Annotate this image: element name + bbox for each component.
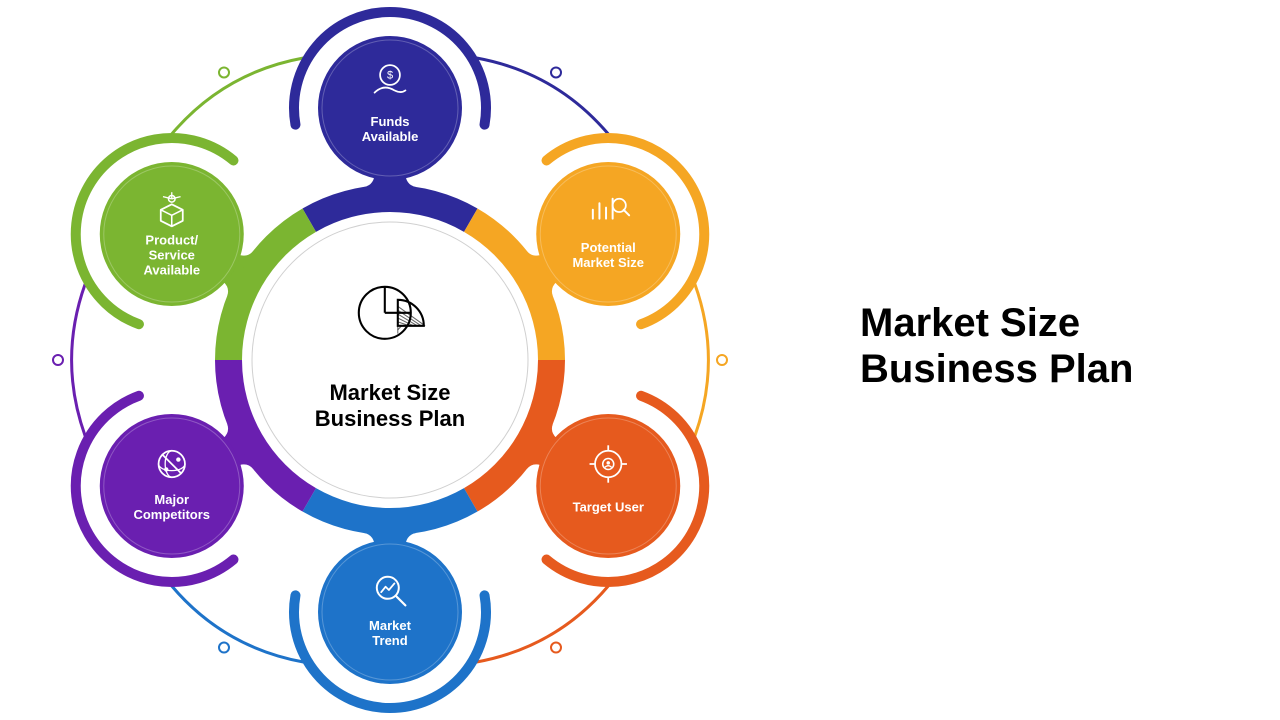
page-title: Market Size Business Plan — [860, 300, 1133, 392]
node-label: Potential — [581, 240, 636, 255]
node-label: Service — [149, 247, 195, 262]
node-label: Target User — [573, 499, 644, 514]
node-label: Product/ — [145, 232, 198, 247]
page-title-line1: Market Size — [860, 300, 1133, 346]
node-label: Available — [143, 262, 200, 277]
center-hub: Market SizeBusiness Plan — [256, 226, 524, 494]
node-circle — [536, 162, 680, 306]
center-label: Market Size — [329, 380, 450, 405]
node-circle — [318, 540, 462, 684]
node-label: Major — [154, 492, 189, 507]
node-product: Product/ServiceAvailable — [76, 138, 244, 324]
svg-text:$: $ — [387, 69, 393, 81]
radial-diagram: $FundsAvailablePotentialMarket SizeTarge… — [30, 0, 750, 720]
center-label: Business Plan — [315, 406, 465, 431]
node-label: Trend — [372, 633, 407, 648]
page-title-line2: Business Plan — [860, 346, 1133, 392]
node-circle — [318, 36, 462, 180]
node-label: Market — [369, 618, 412, 633]
node-label: Market Size — [572, 255, 644, 270]
node-circle — [536, 414, 680, 558]
node-funds: $ FundsAvailable — [294, 12, 486, 180]
node-label: Competitors — [133, 507, 210, 522]
node-label: Available — [362, 129, 419, 144]
node-potential: PotentialMarket Size — [536, 138, 704, 324]
node-circle — [100, 414, 244, 558]
node-target: Target User — [536, 396, 704, 582]
node-label: Funds — [371, 114, 410, 129]
node-competitors: MajorCompetitors — [76, 396, 244, 582]
node-trend: MarketTrend — [294, 540, 486, 708]
